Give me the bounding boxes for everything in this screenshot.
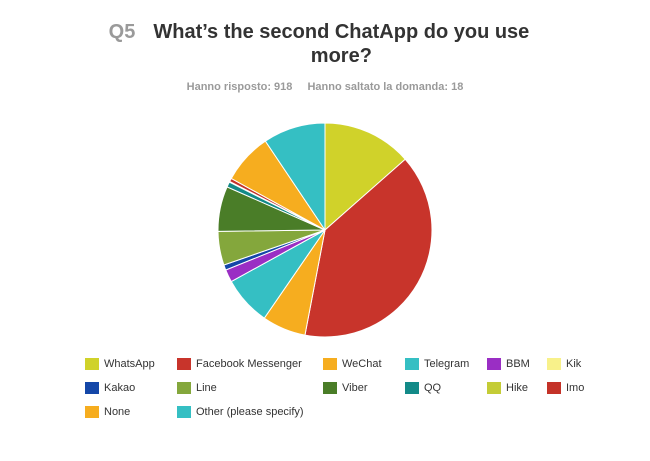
legend-swatch [547, 358, 561, 370]
legend-swatch [405, 358, 419, 370]
legend-item-kakao[interactable]: Kakao [85, 378, 135, 398]
question-text: What’s the second ChatApp do you use mor… [153, 21, 530, 67]
legend-label: None [104, 406, 131, 418]
legend-label: Viber [342, 382, 368, 394]
pie-slice-other-please-specify [264, 122, 326, 232]
legend-swatch [487, 382, 501, 394]
legend-swatch [547, 382, 561, 394]
legend-swatch [487, 358, 501, 370]
legend-item-viber[interactable]: Viber [323, 378, 367, 398]
legend-label: Line [196, 382, 217, 394]
legend-swatch [177, 406, 191, 418]
legend-label: Kakao [104, 382, 136, 394]
question-number: Q5 [108, 21, 136, 43]
legend-item-other-please-specify[interactable]: Other (please specify) [177, 402, 304, 422]
legend-item-telegram[interactable]: Telegram [405, 354, 469, 374]
response-stats: Hanno risposto: 918 Hanno saltato la dom… [0, 81, 650, 93]
legend-swatch [85, 382, 99, 394]
legend-swatch [85, 358, 99, 370]
legend-swatch [405, 382, 419, 394]
legend-item-whatsapp[interactable]: WhatsApp [85, 354, 155, 374]
skipped-count: Hanno saltato la domanda: 18 [307, 81, 464, 93]
legend-label: WhatsApp [104, 358, 155, 370]
legend-item-imo[interactable]: Imo [547, 378, 584, 398]
legend-label: Other (please specify) [196, 406, 304, 418]
question-title: Q5 What’s the second ChatApp do you use m… [0, 20, 650, 68]
legend-swatch [323, 358, 337, 370]
legend-label: Facebook Messenger [196, 358, 302, 370]
answered-count: Hanno risposto: 918 [186, 81, 293, 93]
legend-item-line[interactable]: Line [177, 378, 217, 398]
legend-swatch [177, 382, 191, 394]
legend-item-facebook-messenger[interactable]: Facebook Messenger [177, 354, 302, 374]
legend-label: Kik [566, 358, 582, 370]
legend-item-qq[interactable]: QQ [405, 378, 441, 398]
legend-label: Hike [506, 382, 529, 394]
legend-label: WeChat [342, 358, 382, 370]
pie-slice-whatsapp [324, 122, 406, 232]
legend-label: BBM [506, 358, 530, 370]
pie-slice-facebook-messenger [304, 158, 433, 338]
legend-item-kik[interactable]: Kik [547, 354, 581, 374]
legend-item-wechat[interactable]: WeChat [323, 354, 382, 374]
legend-label: Imo [566, 382, 585, 394]
legend-label: Telegram [424, 358, 470, 370]
legend-swatch [323, 382, 337, 394]
legend-item-bbm[interactable]: BBM [487, 354, 530, 374]
legend-swatch [177, 358, 191, 370]
legend-item-hike[interactable]: Hike [487, 378, 528, 398]
legend-label: QQ [424, 382, 442, 394]
legend-item-none[interactable]: None [85, 402, 130, 422]
legend-swatch [85, 406, 99, 418]
